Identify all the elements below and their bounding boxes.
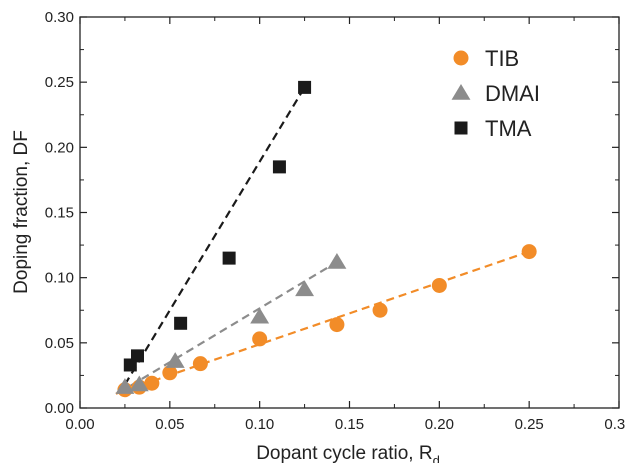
x-axis-ticks: 0.00 0.05 0.10 0.15 0.20 0.25 0.30 [65, 17, 625, 433]
y-tick-label: 0.25 [45, 74, 74, 91]
y-axis-title: Doping fraction, DF [11, 130, 32, 294]
data-point-tib [162, 365, 178, 381]
legend: TIB DMAI TMA [451, 46, 540, 141]
fit-line-dmai [118, 261, 338, 394]
x-tick-label: 0.15 [335, 416, 364, 433]
fit-line-tib [115, 250, 530, 395]
x-tick-label: 0.00 [65, 416, 94, 433]
data-point-dmai [295, 280, 315, 297]
fit-line-tma [123, 86, 306, 386]
data-points [115, 80, 537, 398]
data-point-tma [130, 349, 144, 363]
x-tick-label: 0.20 [425, 416, 454, 433]
x-tick-label: 0.10 [245, 416, 274, 433]
data-point-dmai [129, 375, 149, 392]
data-point-dmai [250, 307, 270, 324]
y-axis-ticks: 0.00 0.05 0.10 0.15 0.20 0.25 0.30 [45, 9, 619, 417]
x-tick-label: 0.25 [515, 416, 544, 433]
data-point-tib [431, 277, 447, 293]
legend-label-dmai: DMAI [485, 81, 540, 106]
data-point-tib [372, 302, 388, 318]
legend-marker-tib [453, 50, 469, 66]
legend-label-tma: TMA [485, 116, 532, 141]
x-axis-title-main: Dopant cycle ratio, R [256, 443, 432, 463]
data-point-tib [252, 331, 268, 347]
x-tick-label: 0.05 [155, 416, 184, 433]
y-tick-label: 0.00 [45, 400, 74, 417]
data-point-dmai [165, 352, 185, 368]
x-tick-label: 0.30 [604, 416, 625, 433]
legend-label-tib: TIB [485, 46, 519, 71]
data-point-tma [298, 80, 312, 94]
x-axis-title: Dopant cycle ratio, Rd [256, 443, 440, 463]
data-point-dmai [115, 378, 135, 394]
data-point-tib [329, 317, 345, 333]
data-point-tma [222, 251, 236, 265]
data-point-tma [272, 160, 286, 174]
y-tick-label: 0.20 [45, 139, 74, 156]
legend-marker-tma [454, 121, 468, 135]
fit-lines [115, 86, 530, 395]
y-tick-label: 0.05 [45, 335, 74, 352]
data-point-tib [192, 356, 208, 372]
legend-marker-dmai [451, 84, 471, 100]
data-point-tib [144, 375, 160, 391]
y-tick-label: 0.15 [45, 205, 74, 222]
data-point-dmai [327, 253, 347, 269]
data-point-tma [174, 316, 188, 330]
data-point-tib [521, 244, 537, 260]
x-axis-title-subscript: d [433, 453, 440, 463]
y-tick-label: 0.10 [45, 270, 74, 287]
y-tick-label: 0.30 [45, 9, 74, 26]
